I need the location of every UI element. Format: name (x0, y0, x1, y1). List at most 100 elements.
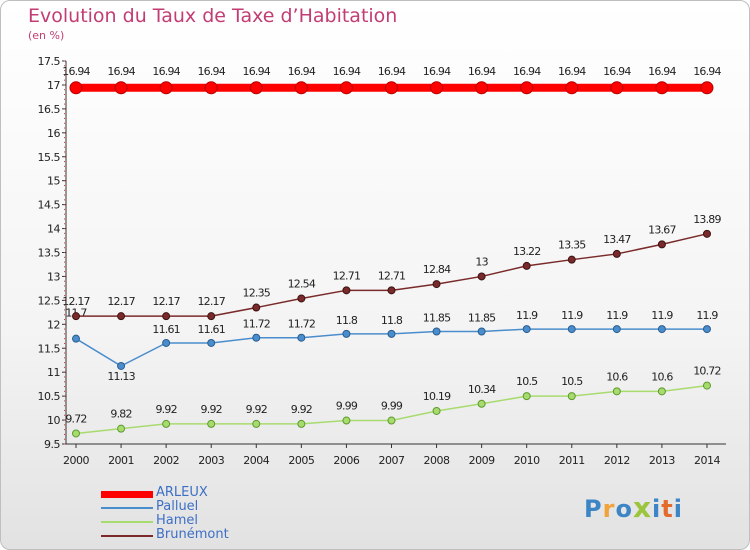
data-label: 16.94 (558, 65, 586, 78)
data-point (252, 333, 261, 342)
y-tick-label: 14.5 (38, 199, 61, 212)
data-point (294, 81, 308, 95)
data-point (297, 419, 306, 428)
data-point (567, 325, 576, 334)
data-point (432, 406, 441, 415)
data-label: 10.34 (468, 383, 496, 396)
data-point (477, 327, 486, 336)
y-minor-tick (64, 357, 65, 359)
legend-label: Brunémont (156, 527, 229, 542)
y-minor-tick (64, 400, 65, 402)
data-point (657, 240, 666, 249)
x-tick-label: 2011 (559, 454, 585, 467)
data-point (252, 419, 261, 428)
data-label: 9.72 (65, 412, 86, 425)
data-point (387, 416, 396, 425)
y-minor-tick (64, 433, 65, 435)
y-minor-tick (64, 141, 65, 143)
y-minor-tick (64, 256, 65, 258)
data-point (114, 81, 128, 95)
y-minor-tick (64, 381, 65, 383)
data-label: 11.72 (243, 318, 271, 331)
data-label: 16.94 (288, 65, 316, 78)
y-minor-tick (64, 156, 65, 158)
data-label: 13.47 (603, 233, 631, 246)
x-tick-label: 2006 (333, 454, 359, 467)
data-point (565, 81, 579, 95)
chart-legend: ARLEUX Palluel Hamel Brunémont (101, 486, 301, 543)
y-minor-tick (64, 390, 65, 392)
legend-label: Hamel (156, 513, 199, 528)
y-minor-tick (64, 419, 65, 421)
y-minor-tick (64, 424, 65, 426)
data-label: 13.89 (693, 213, 721, 226)
data-label: 13.35 (558, 239, 586, 252)
y-minor-tick (64, 275, 65, 277)
x-tick-label: 2014 (694, 454, 720, 467)
data-label: 12.17 (197, 295, 225, 308)
data-point (72, 429, 80, 438)
y-minor-tick (64, 290, 65, 292)
data-label: 16.94 (197, 65, 225, 78)
data-label: 11.8 (336, 314, 358, 327)
y-minor-tick (64, 252, 65, 253)
data-point (567, 392, 576, 401)
data-label: 16.94 (423, 65, 451, 78)
data-point (477, 399, 486, 408)
y-tick-label: 10 (47, 414, 60, 427)
y-minor-tick (64, 137, 65, 139)
data-label: 16.94 (468, 65, 496, 78)
data-label: 13 (475, 255, 488, 268)
y-minor-tick (64, 366, 65, 368)
data-label: 10.5 (516, 375, 538, 388)
data-point (657, 387, 666, 396)
data-point (297, 333, 306, 342)
y-minor-tick (64, 208, 65, 210)
data-point (162, 419, 171, 428)
data-point (655, 81, 669, 95)
y-minor-tick (64, 84, 65, 86)
proxiti-logo: Proxiti (584, 491, 683, 524)
x-tick-label: 2001 (108, 454, 134, 467)
data-point (117, 361, 126, 370)
logo-letter: x (632, 491, 652, 524)
data-label: 12.84 (423, 263, 451, 276)
y-minor-tick (64, 304, 65, 306)
legend-item: Palluel (101, 500, 301, 515)
data-point (72, 312, 80, 321)
data-label: 11.13 (107, 370, 135, 383)
y-minor-tick (64, 352, 65, 354)
legend-swatch (101, 535, 153, 537)
y-tick-label: 14 (47, 223, 60, 236)
y-minor-tick (64, 443, 65, 445)
data-label: 11.9 (516, 309, 538, 322)
y-minor-tick (64, 347, 65, 349)
y-tick-label: 9.5 (44, 438, 60, 451)
y-minor-tick (64, 395, 65, 397)
y-minor-tick (64, 261, 65, 263)
data-point (342, 416, 351, 425)
y-minor-tick (64, 242, 65, 244)
y-tick-label: 16 (47, 127, 60, 140)
y-tick-label: 15.5 (38, 151, 61, 164)
data-point (702, 229, 711, 238)
y-minor-tick (64, 328, 65, 330)
y-minor-tick (64, 371, 65, 373)
x-tick-label: 2004 (243, 454, 269, 467)
x-tick-label: 2005 (288, 454, 314, 467)
data-point (159, 81, 173, 95)
data-label: 13.22 (513, 245, 541, 258)
data-point (342, 329, 351, 338)
y-minor-tick (64, 280, 65, 282)
data-label: 9.92 (201, 403, 222, 416)
legend-item: Brunémont (101, 527, 301, 543)
y-minor-tick (64, 409, 65, 411)
y-minor-tick (64, 228, 65, 230)
y-tick-label: 11.5 (38, 342, 61, 355)
data-label: 12.71 (333, 269, 361, 282)
y-minor-tick (64, 79, 65, 81)
logo-letter: r (602, 495, 616, 523)
data-point (477, 272, 486, 281)
y-minor-tick (64, 342, 65, 344)
y-minor-tick (64, 103, 65, 105)
